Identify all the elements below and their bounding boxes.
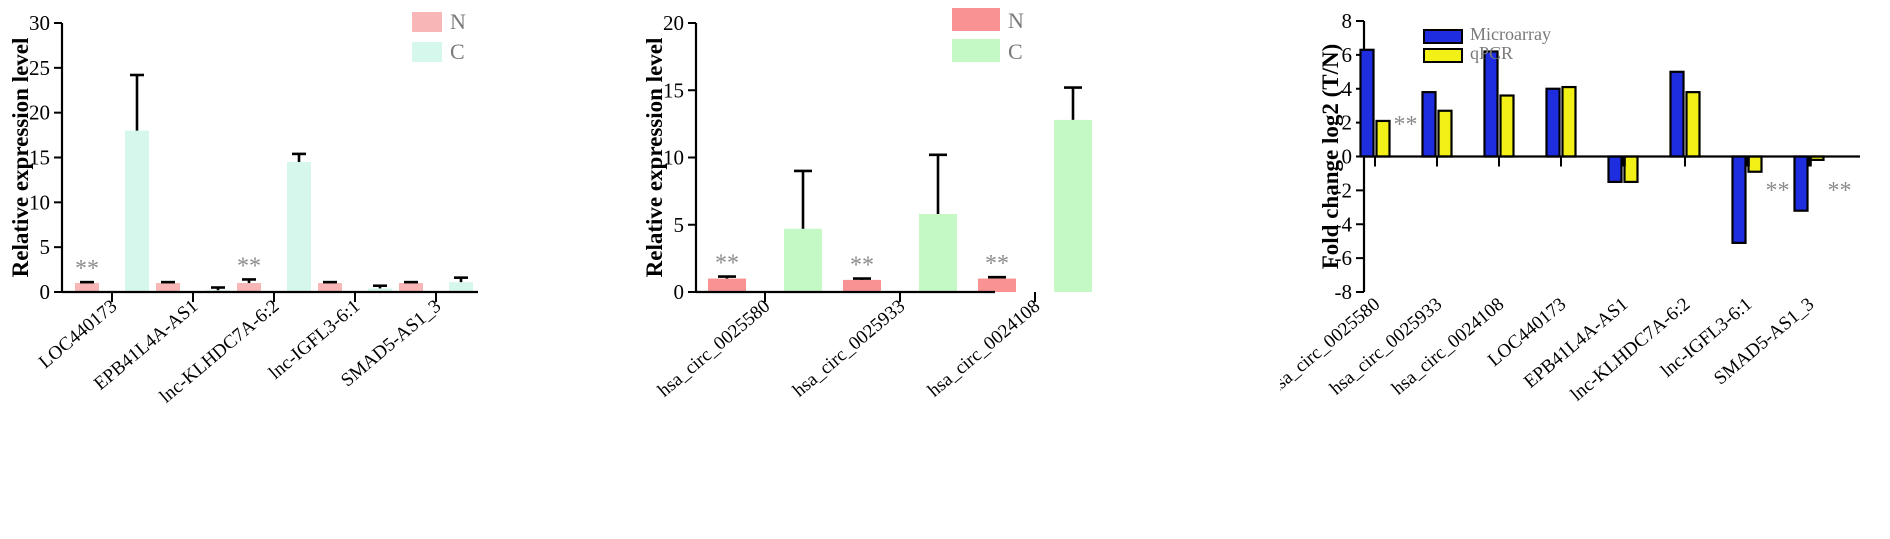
bar-c — [449, 282, 473, 292]
bar-qpcr — [1375, 119, 1391, 158]
x-tick-label: hsa_circ_0025580 — [654, 296, 774, 402]
y-tick-label: -6 — [1335, 246, 1353, 270]
x-tick-label: LOC440173 — [35, 296, 121, 373]
y-tick-label: 20 — [663, 11, 684, 35]
significance-mark: ** — [985, 251, 1009, 277]
bar-qpcr — [1499, 94, 1515, 158]
bar-microarray — [1607, 155, 1623, 184]
significance-mark: ** — [715, 251, 739, 277]
legend-label-n: N — [450, 9, 466, 34]
y-axis-title: Fold change log2 (T/N) — [1318, 44, 1343, 270]
y-tick-label: 8 — [1342, 9, 1353, 33]
bar-c — [125, 130, 149, 292]
bar-qpcr — [1561, 85, 1577, 158]
legend-swatch-qpcr — [1423, 48, 1463, 63]
y-tick-label: 30 — [29, 11, 50, 35]
bar-microarray — [1793, 155, 1809, 212]
bar-n — [843, 279, 881, 292]
legend-label-qpcr: qPCR — [1470, 43, 1513, 63]
legend-swatch-n — [952, 8, 1000, 31]
x-tick-label: hsa_circ_0025933 — [789, 296, 909, 402]
y-tick-label: 0 — [40, 280, 51, 304]
chart-2: 0 5 10 15 20 Relative expression level hsa_cir… — [642, 8, 1092, 402]
y-axis-title: Relative expression level — [8, 38, 33, 278]
y-tick-label: 25 — [29, 56, 50, 80]
x-tick-label: hsa_circ_0024108 — [1388, 294, 1508, 400]
bar-qpcr — [1747, 155, 1763, 173]
bar-qpcr — [1623, 155, 1639, 184]
y-tick-label: -8 — [1335, 280, 1353, 304]
y-tick-label: 10 — [663, 146, 684, 170]
significance-mark: ** — [1766, 178, 1790, 204]
bar-c — [784, 228, 822, 292]
bar-c — [287, 161, 311, 292]
legend-label-microarray: Microarray — [1470, 24, 1551, 44]
legend-label-n: N — [1008, 8, 1024, 33]
y-tick-label: 2 — [1342, 111, 1353, 135]
bar-n — [708, 278, 746, 292]
bar-microarray — [1359, 48, 1375, 158]
legend-swatch-c — [412, 42, 442, 62]
y-tick-label: 0 — [1342, 145, 1353, 169]
significance-mark: ** — [75, 256, 99, 282]
chart-1: 0 5 10 15 20 25 30 Relative expression levelLOC… — [8, 9, 478, 407]
significance-mark: ** — [1394, 112, 1418, 138]
bar-microarray — [1545, 87, 1561, 158]
y-tick-label: 6 — [1342, 43, 1353, 67]
bar-microarray — [1731, 155, 1747, 244]
significance-mark: ** — [1828, 178, 1852, 204]
y-tick-label: 0 — [674, 280, 685, 304]
significance-mark: ** — [850, 253, 874, 279]
legend-label-c: C — [450, 39, 465, 64]
y-tick-label: 4 — [1342, 77, 1353, 101]
y-tick-label: 15 — [29, 146, 50, 170]
y-tick-label: 15 — [663, 78, 684, 102]
bar-c — [919, 213, 957, 292]
bar-microarray — [1669, 70, 1685, 158]
y-tick-label: 20 — [29, 101, 50, 125]
legend-swatch-n — [412, 12, 442, 32]
bar-n — [318, 283, 342, 292]
bar-n — [237, 283, 261, 292]
legend-swatch-microarray — [1423, 29, 1463, 44]
bar-microarray — [1483, 50, 1499, 158]
bar-c — [1054, 119, 1092, 292]
y-tick-label: -4 — [1335, 212, 1353, 236]
bar-n — [75, 283, 99, 292]
legend-swatch-c — [952, 39, 1000, 62]
bar-n — [978, 278, 1016, 292]
y-tick-label: 10 — [29, 190, 50, 214]
x-tick-label: hsa_circ_0025933 — [1326, 294, 1446, 400]
y-tick-label: -2 — [1335, 178, 1353, 202]
bar-qpcr — [1437, 109, 1453, 158]
x-tick-label: hsa_circ_0024108 — [924, 296, 1044, 402]
bar-qpcr — [1685, 91, 1701, 158]
y-tick-label: 5 — [40, 235, 51, 259]
legend-label-c: C — [1008, 39, 1023, 64]
bar-c — [368, 288, 392, 292]
bar-microarray — [1421, 91, 1437, 158]
y-axis-title: Relative expression level — [642, 38, 667, 278]
bar-n — [156, 283, 180, 292]
y-tick-label: 5 — [674, 213, 685, 237]
significance-mark: ** — [237, 253, 261, 279]
bar-n — [399, 283, 423, 292]
chart-3: -8 -6 -4 -2 0 2 4 6 8 Fold change log2 (T/N) hsa_c… — [1280, 9, 1860, 405]
x-tick-label: EPB41L4A-AS1 — [1520, 294, 1632, 393]
